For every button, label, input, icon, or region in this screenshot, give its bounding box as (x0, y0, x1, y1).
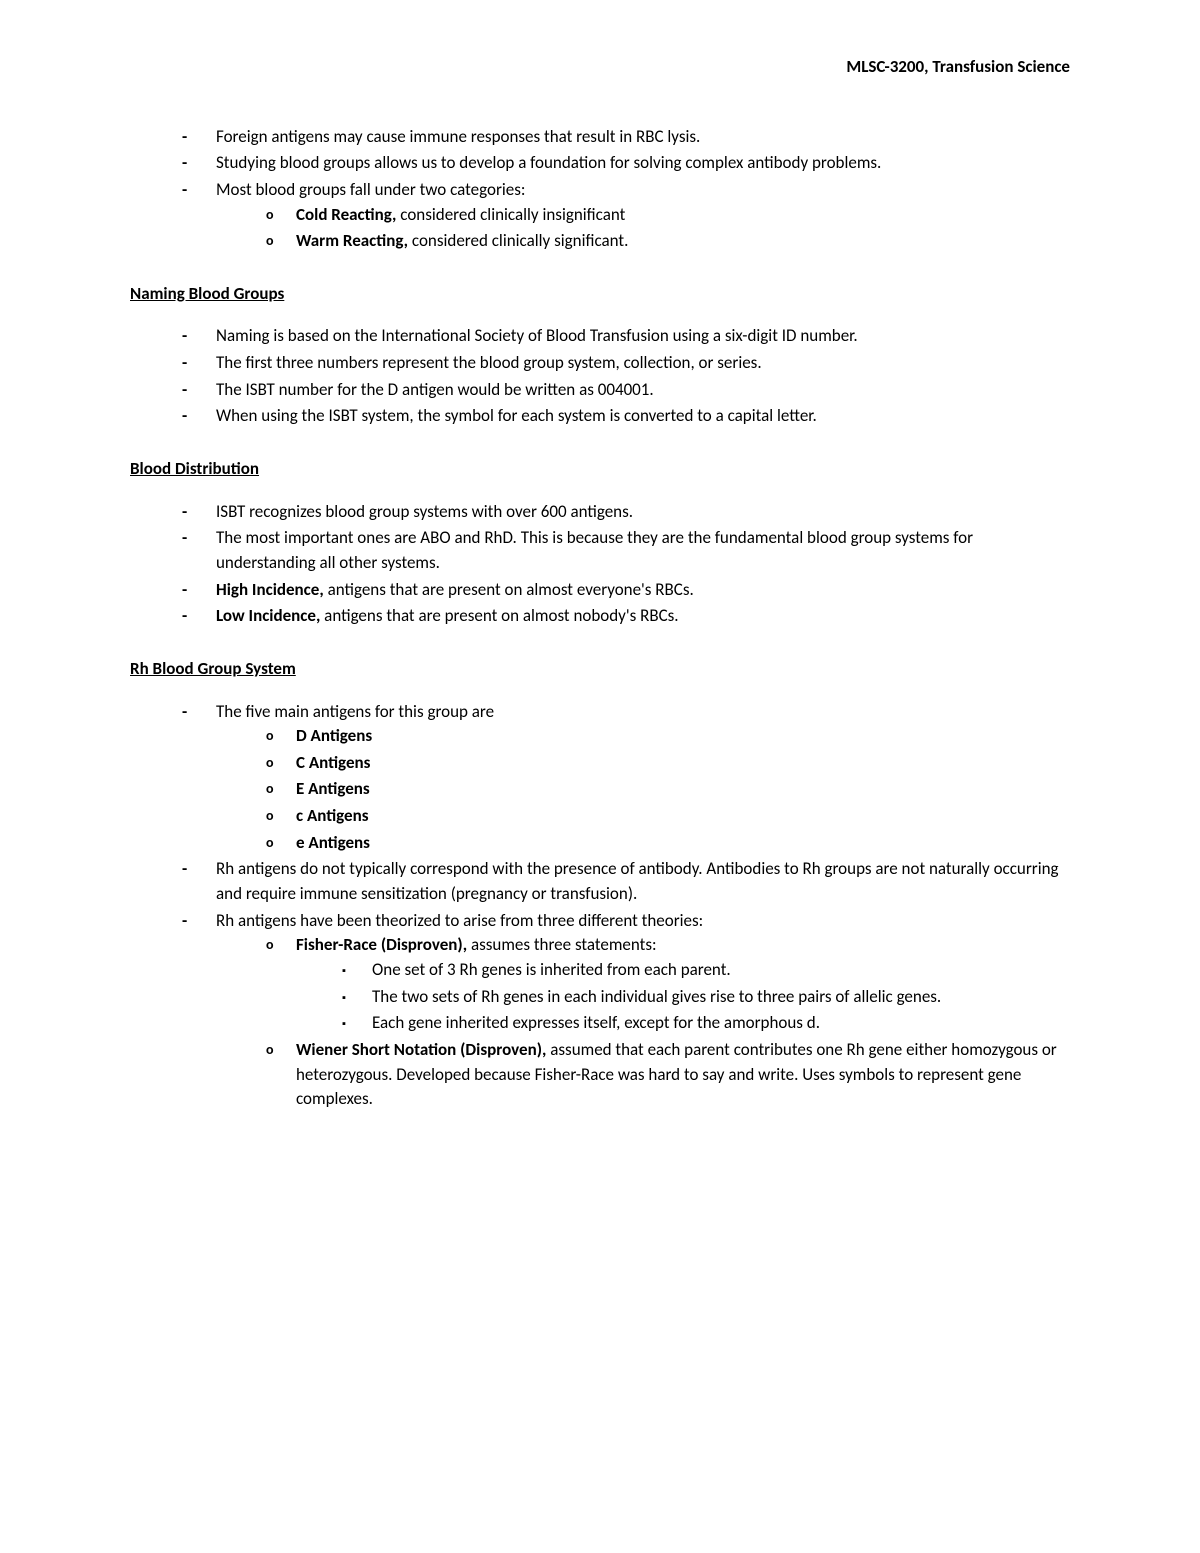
list-item: Warm Reacting, considered clinically sig… (266, 229, 1070, 254)
list-item: Naming is based on the International Soc… (182, 324, 1070, 349)
list-item-text: The five main antigens for this group ar… (216, 701, 494, 722)
bold-term: Fisher-Race (Disproven), (296, 934, 467, 955)
term-definition: antigens that are present on almost nobo… (320, 605, 678, 626)
antigen-name: e Antigens (296, 832, 370, 853)
naming-list: Naming is based on the International Soc… (130, 324, 1070, 429)
course-header: MLSC-3200, Transfusion Science (130, 55, 1070, 80)
rh-list: The five main antigens for this group ar… (130, 700, 1070, 1112)
rh-heading: Rh Blood Group System (130, 657, 1070, 682)
distribution-list: ISBT recognizes blood group systems with… (130, 500, 1070, 629)
bold-term: Cold Reacting, (296, 204, 396, 225)
list-item: One set of 3 Rh genes is inherited from … (342, 958, 1070, 983)
list-item: Wiener Short Notation (Disproven), assum… (266, 1038, 1070, 1112)
list-item: When using the ISBT system, the symbol f… (182, 404, 1070, 429)
fisher-sublist: One set of 3 Rh genes is inherited from … (296, 958, 1070, 1036)
bold-term: Wiener Short Notation (Disproven), (296, 1039, 546, 1060)
list-item: High Incidence, antigens that are presen… (182, 578, 1070, 603)
list-item: D Antigens (266, 724, 1070, 749)
list-item: e Antigens (266, 831, 1070, 856)
antigen-name: C Antigens (296, 752, 370, 773)
list-item: Each gene inherited expresses itself, ex… (342, 1011, 1070, 1036)
list-item: c Antigens (266, 804, 1070, 829)
antigen-name: c Antigens (296, 805, 369, 826)
list-item: Rh antigens do not typically correspond … (182, 857, 1070, 906)
list-item: Fisher-Race (Disproven), assumes three s… (266, 933, 1070, 1036)
list-item: Foreign antigens may cause immune respon… (182, 125, 1070, 150)
list-item-text: Most blood groups fall under two categor… (216, 179, 525, 200)
list-item: The ISBT number for the D antigen would … (182, 378, 1070, 403)
term-definition: antigens that are present on almost ever… (324, 579, 694, 600)
intro-sublist: Cold Reacting, considered clinically ins… (216, 203, 1070, 254)
list-item: C Antigens (266, 751, 1070, 776)
bold-term: Warm Reacting, (296, 230, 408, 251)
naming-heading: Naming Blood Groups (130, 282, 1070, 307)
list-item: The most important ones are ABO and RhD.… (182, 526, 1070, 575)
antigen-name: D Antigens (296, 725, 372, 746)
list-item: E Antigens (266, 777, 1070, 802)
bold-term: Low Incidence, (216, 605, 320, 626)
list-item-text: Rh antigens have been theorized to arise… (216, 910, 703, 931)
list-item: Studying blood groups allows us to devel… (182, 151, 1070, 176)
bold-term: High Incidence, (216, 579, 324, 600)
term-definition: considered clinically significant. (408, 230, 628, 251)
term-definition: considered clinically insignificant (396, 204, 625, 225)
antigen-name: E Antigens (296, 778, 370, 799)
antigen-list: D Antigens C Antigens E Antigens c Antig… (216, 724, 1070, 855)
list-item: Low Incidence, antigens that are present… (182, 604, 1070, 629)
list-item: The first three numbers represent the bl… (182, 351, 1070, 376)
distribution-heading: Blood Distribution (130, 457, 1070, 482)
list-item: The five main antigens for this group ar… (182, 700, 1070, 856)
list-item: Cold Reacting, considered clinically ins… (266, 203, 1070, 228)
term-definition: assumes three statements: (467, 934, 656, 955)
list-item: ISBT recognizes blood group systems with… (182, 500, 1070, 525)
list-item: The two sets of Rh genes in each individ… (342, 985, 1070, 1010)
intro-list: Foreign antigens may cause immune respon… (130, 125, 1070, 254)
list-item: Rh antigens have been theorized to arise… (182, 909, 1070, 1112)
theories-list: Fisher-Race (Disproven), assumes three s… (216, 933, 1070, 1111)
list-item: Most blood groups fall under two categor… (182, 178, 1070, 254)
